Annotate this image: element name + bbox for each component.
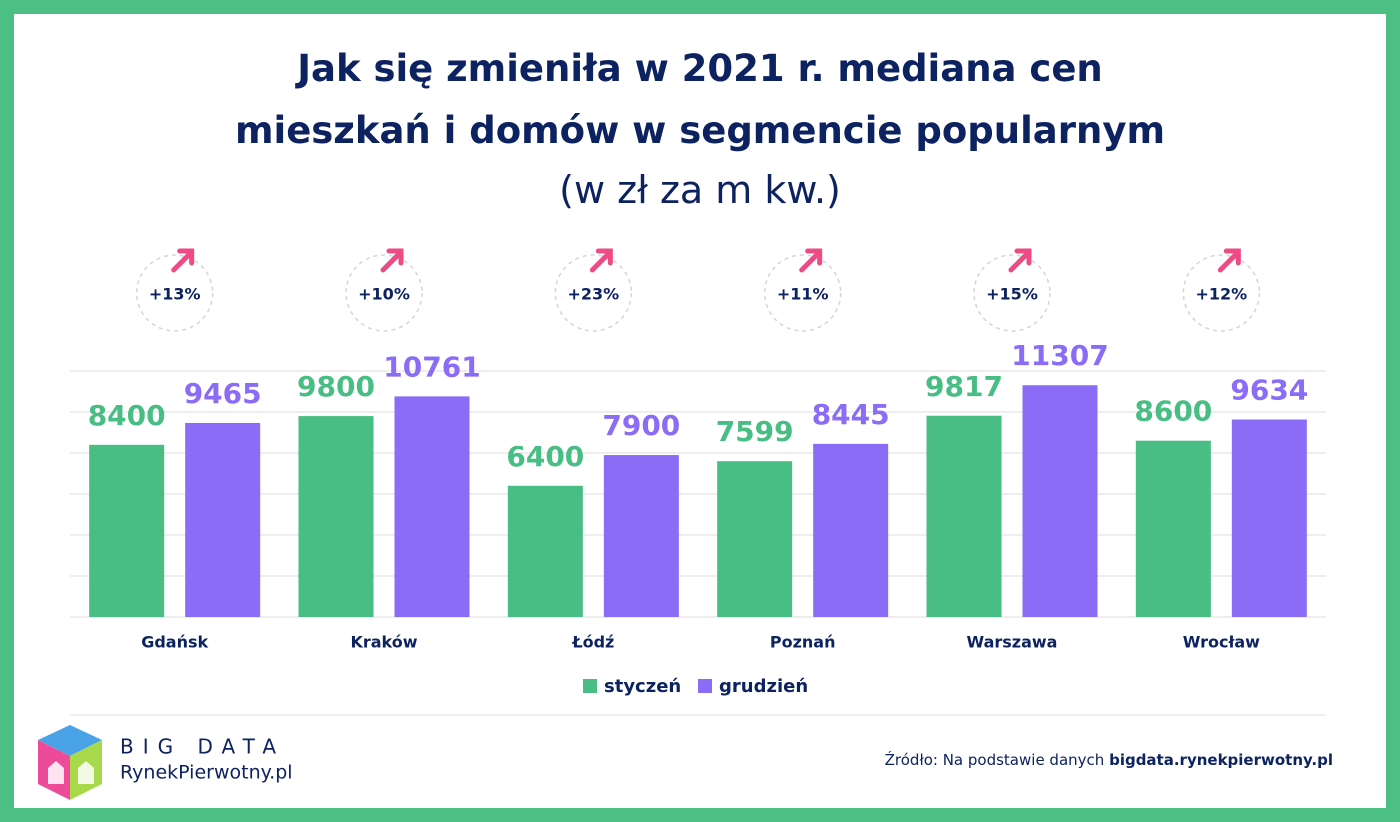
change-label: +15% <box>986 285 1038 304</box>
x-tick-label: Poznań <box>770 633 836 652</box>
bar <box>1231 419 1307 617</box>
x-tick-label: Gdańsk <box>141 633 208 652</box>
change-circle <box>345 254 423 332</box>
change-circle <box>554 254 633 332</box>
logo <box>38 725 102 800</box>
bar <box>603 455 679 617</box>
brand-bottom: RynekPierwotny.pl <box>120 762 293 784</box>
bar <box>1135 440 1211 617</box>
value-label: 6400 <box>506 440 584 473</box>
bar <box>1022 385 1098 617</box>
bar <box>394 396 470 617</box>
change-arrow <box>589 248 613 273</box>
change-arrow <box>171 248 195 273</box>
x-tick-label: Warszawa <box>967 633 1058 652</box>
source-site: bigdata.rynekpierwotny.pl <box>1109 751 1333 769</box>
change-arrow <box>1008 248 1032 273</box>
value-label: 11307 <box>1011 339 1108 372</box>
brand-top: BIG DATA <box>120 735 285 759</box>
bar <box>298 416 374 617</box>
value-label: 9817 <box>925 370 1003 403</box>
chart-title: Jak się zmieniła w 2021 r. mediana cen m… <box>234 47 1166 152</box>
legend-label: grudzień <box>719 676 808 697</box>
change-circle <box>1182 254 1261 332</box>
change-label: +10% <box>358 285 410 304</box>
bar <box>926 415 1002 617</box>
change-label: +11% <box>777 285 829 304</box>
source: Źródło: Na podstawie danych bigdata.ryne… <box>885 750 1333 769</box>
x-tick-label: Kraków <box>350 633 417 652</box>
change-circle <box>763 254 842 332</box>
value-label: 8400 <box>88 399 166 432</box>
bar <box>813 443 889 617</box>
legend-label: styczeń <box>604 676 681 697</box>
bar <box>185 422 261 617</box>
change-circle <box>973 254 1051 332</box>
bar <box>507 485 583 617</box>
change-arrow <box>1217 248 1241 273</box>
bar <box>717 461 793 617</box>
x-tick-label: Wrocław <box>1183 633 1260 652</box>
value-label: 8445 <box>812 398 890 431</box>
source-prefix: Źródło: Na podstawie danych <box>885 750 1105 769</box>
chart-subtitle: (w zł za m kw.) <box>559 168 841 212</box>
value-label: 9800 <box>297 370 375 403</box>
value-label: 9465 <box>184 377 262 410</box>
value-label: 7900 <box>602 409 680 442</box>
legend-swatch <box>698 679 712 693</box>
change-label: +12% <box>1195 285 1247 304</box>
legend-swatch <box>583 679 597 693</box>
change-arrow <box>799 248 823 273</box>
x-tick-label: Łódź <box>571 633 614 652</box>
bar <box>89 444 165 617</box>
change-arrow <box>380 248 404 273</box>
change-circle <box>135 254 214 332</box>
change-label: +13% <box>149 285 201 304</box>
value-label: 10761 <box>383 350 480 383</box>
value-label: 9634 <box>1230 374 1308 407</box>
value-label: 7599 <box>716 415 794 448</box>
value-label: 8600 <box>1134 395 1212 428</box>
change-label: +23% <box>567 285 619 304</box>
